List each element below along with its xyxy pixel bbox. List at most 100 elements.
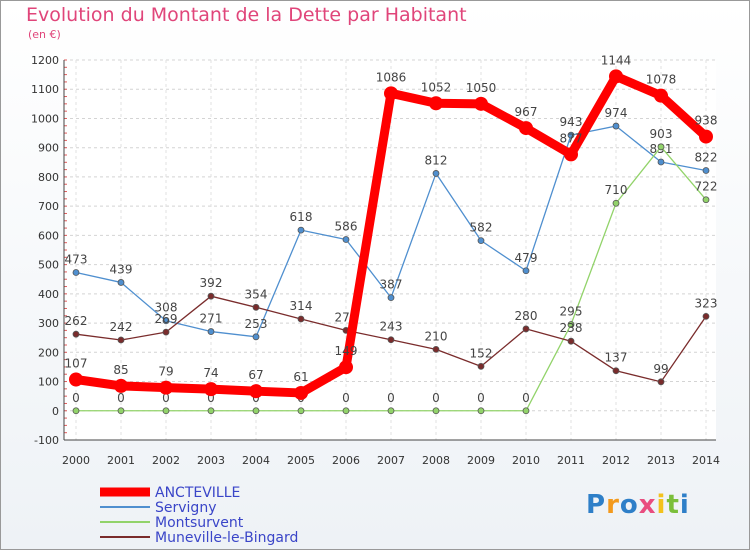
data-label: 137 [605,351,628,365]
series-ancteville: 107 85 79 74 67 61 149 1086 1052 1050 967 877 1144 10… [65,53,717,400]
data-label: 0 [477,391,485,405]
legend-label: Muneville-le-Bingard [155,530,298,546]
x-tick-label: 2005 [287,454,315,467]
data-point [702,196,710,204]
data-point [519,121,533,136]
logo-letter: r [606,490,620,520]
y-tick-label: -100 [34,434,59,447]
x-tick-label: 2009 [467,454,495,467]
data-point [297,407,305,415]
data-label: 0 [162,391,170,405]
data-label: 974 [605,106,628,120]
data-point [699,129,713,144]
legend-item: Servigny [100,500,216,516]
data-point [207,407,215,415]
data-point [522,407,530,415]
data-point [612,199,620,207]
data-point [384,86,398,101]
x-tick-label: 2012 [602,454,630,467]
data-point [204,382,218,397]
data-point [207,292,215,300]
x-tick-label: 2010 [512,454,540,467]
data-point [657,143,665,151]
data-label: 354 [245,287,268,301]
data-point [477,362,485,370]
data-point [432,345,440,353]
data-point [609,69,623,84]
data-point [162,407,170,415]
data-label: 1086 [376,70,407,84]
data-label: 74 [203,366,218,380]
y-tick-label: 700 [38,200,59,213]
data-label: 618 [290,210,313,224]
logo-letter: i [679,490,690,520]
data-label: 99 [653,362,668,376]
data-point [474,96,488,111]
data-point [342,407,350,415]
data-label: 210 [425,329,448,343]
data-label: 822 [695,150,718,164]
data-label: 710 [605,183,628,197]
y-axis-unit: (en €) [28,28,61,41]
data-label: 107 [65,356,88,370]
series-muneville-le-bingard: 262 2422693923543142752432101522802381379… [65,276,718,386]
legend-label: ANCTEVILLE [155,485,240,501]
data-label: 387 [380,278,403,292]
data-point [657,378,665,386]
data-point [522,267,530,275]
data-label: 0 [522,391,530,405]
data-label: 242 [110,320,133,334]
logo-letter: t [666,490,680,520]
y-tick-label: 300 [38,317,59,330]
data-label: 0 [342,391,350,405]
y-tick-label: 1000 [31,112,59,125]
data-label: 308 [155,301,178,315]
data-label: 812 [425,153,448,167]
logo-letter: x [638,490,657,520]
legend: ANCTEVILLEServignyMontsurventMuneville-l… [100,485,298,546]
data-label: 238 [560,321,583,335]
data-label: 967 [515,105,538,119]
data-point [252,407,260,415]
data-point [387,294,395,302]
data-point [702,312,710,320]
data-point [654,88,668,103]
data-label: 262 [65,314,88,328]
legend-item: Montsurvent [100,515,244,531]
data-label: 0 [72,391,80,405]
data-point [432,170,440,177]
data-label: 473 [65,253,88,267]
data-point [339,360,353,375]
data-label: 722 [695,180,718,194]
x-tick-label: 2002 [152,454,180,467]
data-point [69,372,83,387]
data-label: 280 [515,309,538,323]
legend-label: Servigny [155,500,216,516]
x-tick-label: 2011 [557,454,585,467]
data-label: 314 [290,299,313,313]
y-tick-label: 900 [38,142,59,155]
data-point [207,328,215,335]
x-tick-label: 2014 [692,454,720,467]
data-point [477,407,485,415]
data-label: 323 [695,296,718,310]
data-label: 269 [155,312,178,326]
data-label: 1144 [601,53,632,67]
data-label: 1052 [421,80,452,94]
logo-letter: P [586,490,607,520]
data-point [117,279,125,286]
data-label: 61 [293,370,308,384]
series-servigny: 473 439 308 271 253 618 586 387 812 582 479 943 974 8… [65,106,718,341]
data-point [342,236,350,243]
data-point [612,122,620,130]
y-tick-label: 400 [38,288,59,301]
data-point [249,384,263,399]
x-tick-label: 2006 [332,454,360,467]
proxiti-logo: Proxiti [586,490,690,520]
data-label: 271 [200,312,223,326]
data-point [252,333,260,341]
data-label: 903 [650,127,673,141]
data-label: 586 [335,219,358,233]
legend-item: Muneville-le-Bingard [100,530,298,546]
